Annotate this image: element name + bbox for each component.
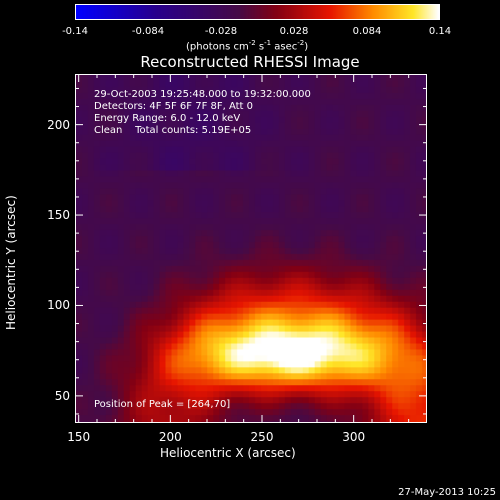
colorbar-tick-label: 0.14	[428, 26, 452, 37]
annotation-detectors: Detectors: 4F 5F 6F 7F 8F, Att 0	[94, 101, 254, 112]
y-tick-label: 100	[47, 298, 70, 313]
chart-title: Reconstructed RHESSI Image	[140, 53, 360, 71]
colorbar-tick-label: 0.028	[279, 26, 309, 37]
colorbar-tick-label: -0.028	[204, 26, 238, 37]
x-tick-label: 200	[158, 430, 182, 444]
colorbar	[75, 4, 440, 20]
heatmap-image	[76, 75, 426, 422]
colorbar-tick-label: -0.084	[131, 26, 165, 37]
annotation-time-range: 29-Oct-2003 19:25:48.000 to 19:32:00.000	[94, 89, 311, 100]
y-axis-label: Heliocentric Y (arcsec)	[4, 195, 18, 330]
colorbar-tick-label: 0.084	[352, 26, 382, 37]
colorbar-units-label: (photons cm-2 s-1 asec-2)	[186, 39, 309, 53]
x-tick-label: 150	[67, 430, 91, 444]
x-axis-label: Heliocentric X (arcsec)	[160, 446, 296, 460]
image-plot-area: 29-Oct-2003 19:25:48.000 to 19:32:00.000…	[75, 74, 427, 423]
x-tick-label: 300	[342, 430, 366, 444]
y-tick-label: 50	[54, 388, 70, 403]
footer-timestamp: 27-May-2013 10:25	[398, 487, 496, 498]
colorbar-tick-label: -0.14	[62, 26, 88, 37]
annotation-clean-counts: Clean Total counts: 5.19E+05	[94, 125, 252, 136]
y-tick-label: 150	[47, 208, 70, 223]
annotation-peak-position: Position of Peak = [264,70]	[94, 399, 231, 410]
y-tick-label: 200	[47, 117, 70, 132]
x-tick-label: 250	[250, 430, 274, 444]
annotation-energy-range: Energy Range: 6.0 - 12.0 keV	[94, 113, 241, 124]
